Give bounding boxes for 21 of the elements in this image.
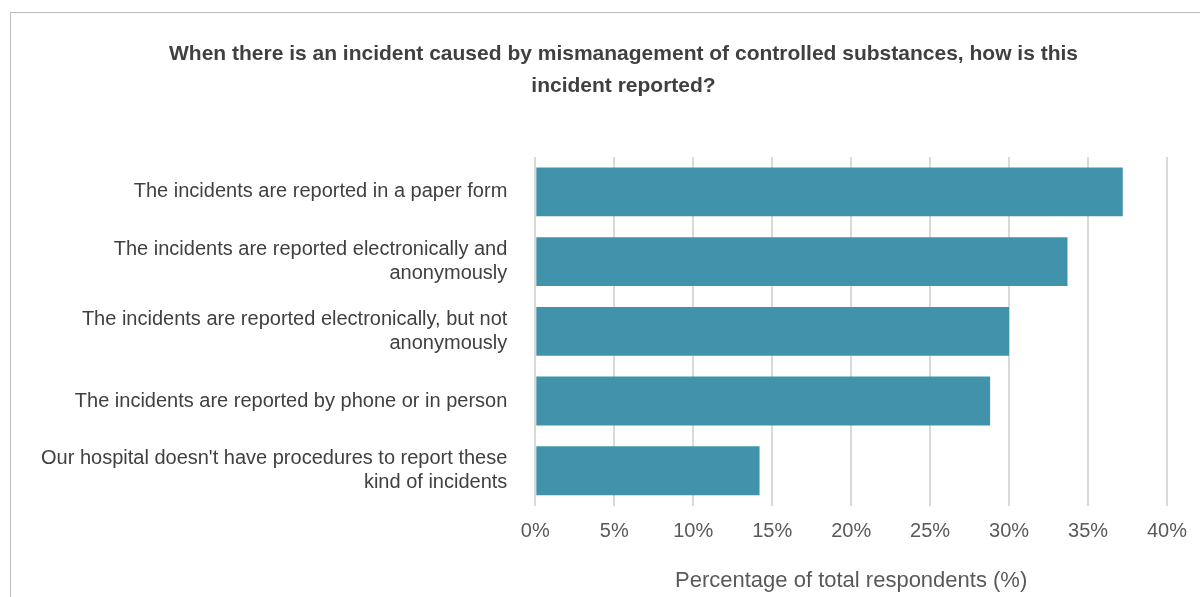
- x-tick-label: 25%: [910, 519, 951, 542]
- y-tick-label: The incidents are reported in a paper form: [133, 179, 508, 202]
- y-tick-label: The incidents are reported by phone or in person: [74, 388, 508, 411]
- x-tick-label: 5%: [599, 519, 629, 542]
- bar: [536, 167, 1123, 217]
- x-tick-label: 20%: [831, 519, 872, 542]
- x-tick-label: 40%: [1146, 519, 1188, 542]
- x-axis-title: Percentage of total respondents (%): [675, 566, 1028, 592]
- bar: [536, 446, 760, 496]
- x-tick-label: 30%: [989, 519, 1030, 542]
- x-tick-label: 10%: [673, 519, 714, 542]
- x-tick-label: 15%: [752, 519, 793, 542]
- bar: [536, 237, 1068, 286]
- bar: [536, 306, 1010, 356]
- y-tick-label: Our hospital doesn't have procedures to report these kind of incidents: [40, 446, 508, 493]
- chart-title: When there is an incident caused by mismanagement of controlled substances, how is this incident reported?: [168, 40, 1079, 98]
- y-tick-label: The incidents are reported electronically, but not anonymously: [81, 306, 508, 353]
- x-tick-label: 0%: [520, 519, 550, 542]
- bar: [536, 376, 991, 426]
- y-tick-label: The incidents are reported electronically and anonymously: [113, 237, 508, 284]
- x-tick-label: 35%: [1068, 519, 1109, 542]
